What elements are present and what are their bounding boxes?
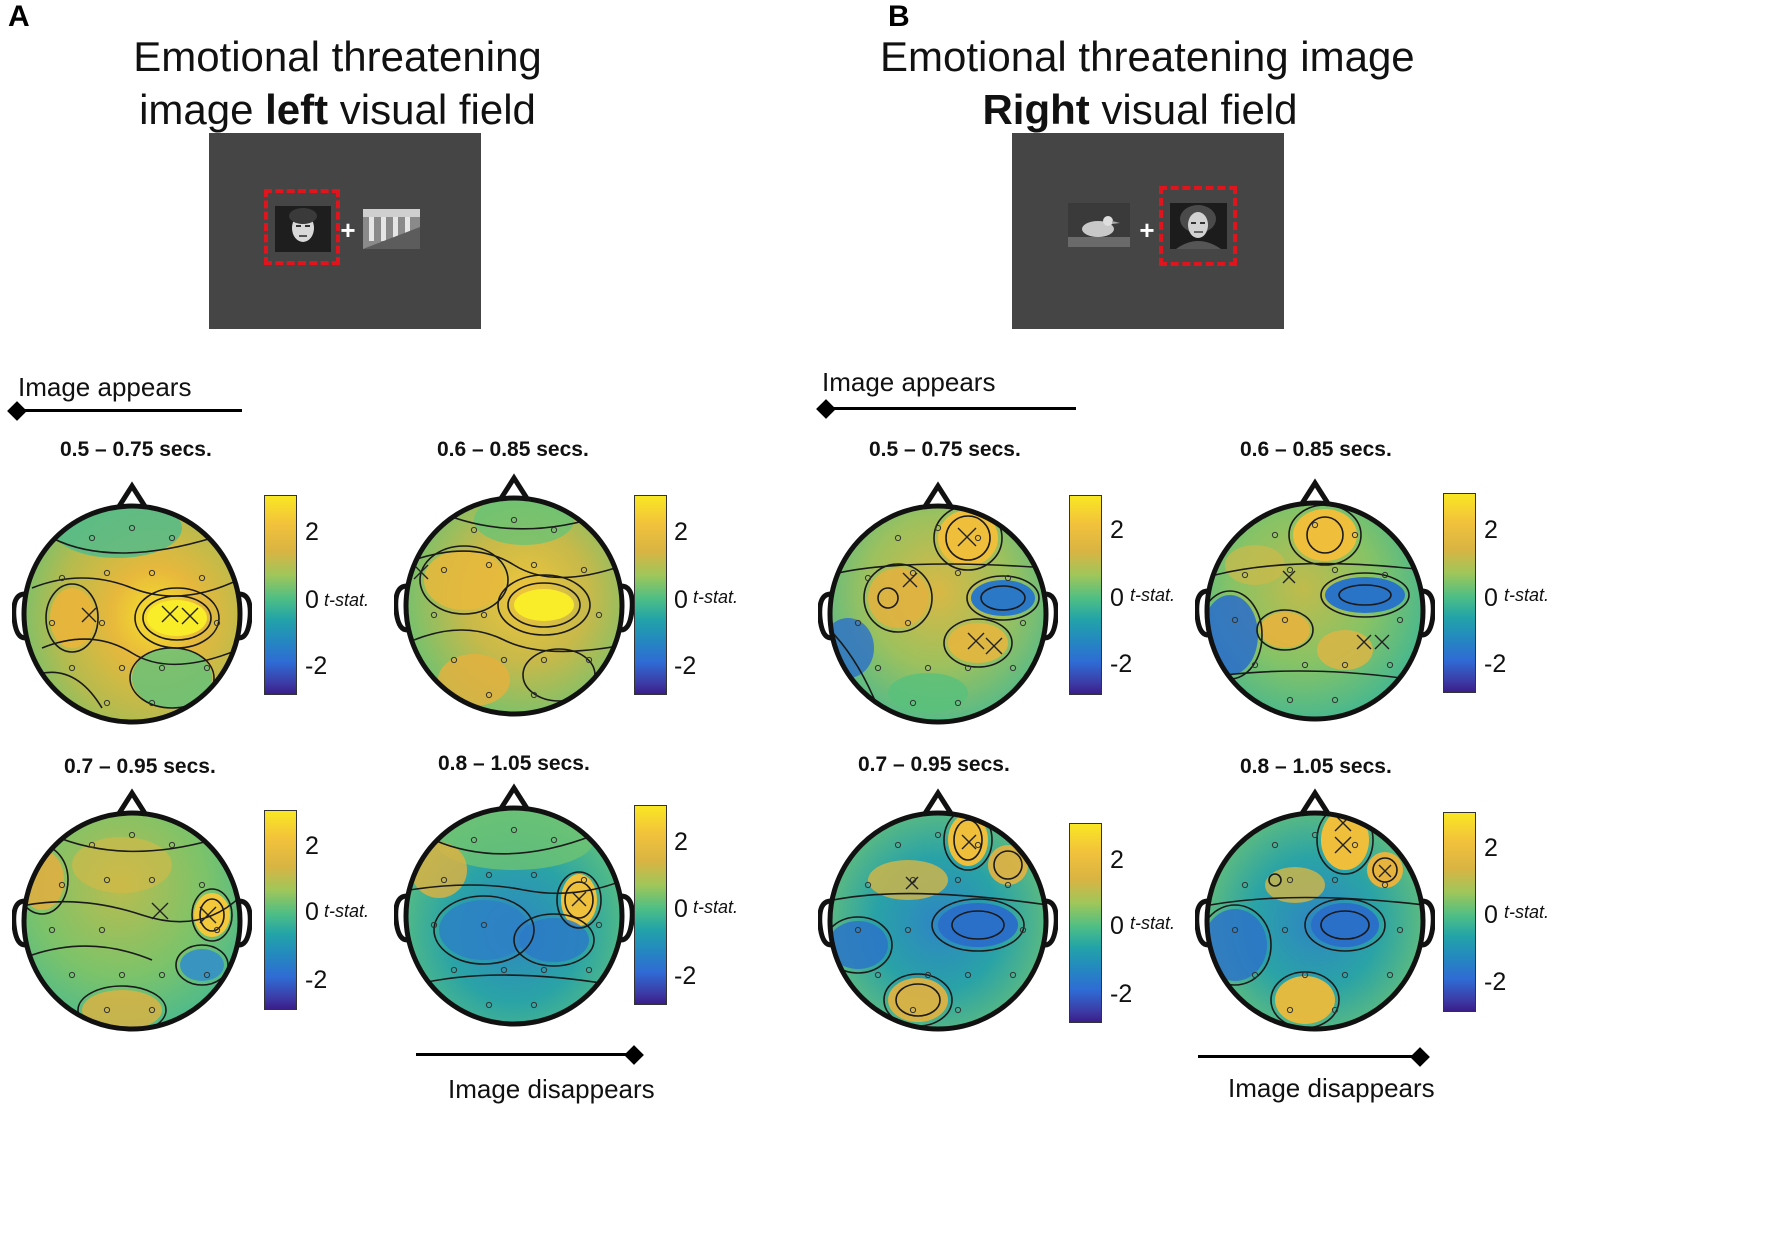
colorbar-tick-high: 2 <box>674 828 688 856</box>
panel-b-title-line1: Emotional threatening image <box>880 33 1415 80</box>
panel-letter-a: A <box>8 0 30 33</box>
timeline-start-line-a <box>16 409 242 412</box>
colorbar-tick-zero: 0 <box>305 586 319 614</box>
colorbar-tick-high: 2 <box>305 518 319 546</box>
timeline-start-marker-a <box>7 401 27 421</box>
panel-b-title-emphasis: Right <box>982 86 1090 133</box>
image-disappears-label-a: Image disappears <box>448 1074 655 1104</box>
colorbar-tick-low: -2 <box>1484 968 1507 996</box>
colorbar-tick-zero: 0 <box>1110 912 1124 940</box>
colorbar <box>1443 493 1476 693</box>
fixation-cross: + <box>340 215 356 245</box>
image-appears-label-b: Image appears <box>822 367 996 397</box>
colorbar-unit-label: t-stat. <box>324 590 370 610</box>
colorbar-tick-high: 2 <box>305 832 319 860</box>
time-window-label: 0.7 – 0.95 secs. <box>64 755 216 778</box>
colorbar-tick-low: -2 <box>674 652 697 680</box>
topomap-a-2 <box>394 473 634 717</box>
colorbar-tick-high: 2 <box>1484 834 1498 862</box>
stimulus-display-a: + <box>209 133 481 329</box>
fixation-cross: + <box>1139 215 1155 245</box>
colorbar-tick-zero: 0 <box>674 895 688 923</box>
timeline-end-line-a <box>416 1053 634 1056</box>
topomap-b-4 <box>1195 788 1435 1032</box>
panel-a-title: Emotional threatening image left visual … <box>130 30 545 136</box>
face-image-thumbnail <box>1170 203 1227 249</box>
time-window-label: 0.5 – 0.75 secs. <box>869 438 1021 461</box>
colorbar <box>1069 823 1102 1023</box>
colorbar-tick-low: -2 <box>1484 650 1507 678</box>
colorbar-tick-high: 2 <box>674 518 688 546</box>
time-window-label: 0.5 – 0.75 secs. <box>60 438 212 461</box>
colorbar-unit-label: t-stat. <box>1130 585 1176 605</box>
panel-letter-b: B <box>888 0 910 33</box>
colorbar-tick-zero: 0 <box>1110 584 1124 612</box>
topomap-b-1 <box>818 481 1058 725</box>
colorbar <box>634 495 667 695</box>
colorbar-unit-label: t-stat. <box>693 587 739 607</box>
panel-a-title-emphasis: left <box>265 86 329 133</box>
timeline-end-marker-b <box>1410 1047 1430 1067</box>
topomap-a-1 <box>12 481 252 725</box>
image-appears-label-a: Image appears <box>18 372 192 402</box>
colorbar <box>634 805 667 1005</box>
colorbar-tick-low: -2 <box>305 966 328 994</box>
colorbar-tick-zero: 0 <box>305 898 319 926</box>
highlight-box-b <box>1159 186 1237 266</box>
time-window-label: 0.8 – 1.05 secs. <box>1240 755 1392 778</box>
time-window-label: 0.7 – 0.95 secs. <box>858 753 1010 776</box>
colorbar-tick-zero: 0 <box>674 586 688 614</box>
stimulus-display-b: + <box>1012 133 1284 329</box>
colorbar-unit-label: t-stat. <box>324 901 370 921</box>
panel-b-title: Emotional threatening image Right visual… <box>880 30 1415 136</box>
timeline-end-line-b <box>1198 1055 1420 1058</box>
topomap-a-4 <box>394 783 634 1027</box>
colorbar-tick-high: 2 <box>1110 516 1124 544</box>
face-image-thumbnail <box>275 206 331 252</box>
topomap-b-3 <box>818 788 1058 1032</box>
time-window-label: 0.8 – 1.05 secs. <box>438 752 590 775</box>
colorbar-tick-low: -2 <box>674 962 697 990</box>
timeline-end-marker-a <box>624 1045 644 1065</box>
colorbar-unit-label: t-stat. <box>1504 585 1550 605</box>
colorbar-tick-low: -2 <box>1110 650 1133 678</box>
colorbar-tick-zero: 0 <box>1484 584 1498 612</box>
neutral-image-thumbnail <box>363 209 420 249</box>
colorbar-tick-zero: 0 <box>1484 901 1498 929</box>
colorbar <box>264 810 297 1010</box>
colorbar-unit-label: t-stat. <box>1504 902 1550 922</box>
colorbar-unit-label: t-stat. <box>1130 913 1176 933</box>
panel-a-title-line1: Emotional threatening <box>133 33 542 80</box>
colorbar-tick-low: -2 <box>1110 980 1133 1008</box>
colorbar <box>1069 495 1102 695</box>
time-window-label: 0.6 – 0.85 secs. <box>437 438 589 461</box>
colorbar <box>1443 812 1476 1012</box>
highlight-box-a <box>264 189 340 265</box>
timeline-start-marker-b <box>816 399 836 419</box>
image-disappears-label-b: Image disappears <box>1228 1073 1435 1103</box>
timeline-start-line-b <box>822 407 1076 410</box>
colorbar-unit-label: t-stat. <box>693 897 739 917</box>
topomap-a-3 <box>12 788 252 1032</box>
panel-b-title-line2: Right visual field <box>982 86 1298 133</box>
colorbar-tick-low: -2 <box>305 652 328 680</box>
panel-a-title-line2: image left visual field <box>139 86 536 133</box>
neutral-image-thumbnail <box>1068 203 1130 247</box>
colorbar-tick-high: 2 <box>1110 846 1124 874</box>
time-window-label: 0.6 – 0.85 secs. <box>1240 438 1392 461</box>
colorbar-tick-high: 2 <box>1484 516 1498 544</box>
colorbar <box>264 495 297 695</box>
topomap-b-2 <box>1195 478 1435 722</box>
